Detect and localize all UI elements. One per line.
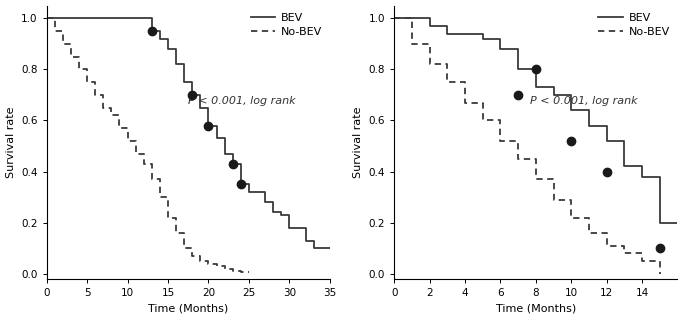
Legend: BEV, No-BEV: BEV, No-BEV (596, 11, 672, 39)
Legend: BEV, No-BEV: BEV, No-BEV (249, 11, 324, 39)
Y-axis label: Survival rate: Survival rate (5, 107, 16, 178)
Y-axis label: Survival rate: Survival rate (353, 107, 363, 178)
X-axis label: Time (Months): Time (Months) (496, 303, 576, 314)
Text: P < 0.001, log rank: P < 0.001, log rank (530, 96, 638, 106)
X-axis label: Time (Months): Time (Months) (148, 303, 228, 314)
Text: P < 0.001, log rank: P < 0.001, log rank (189, 96, 296, 106)
